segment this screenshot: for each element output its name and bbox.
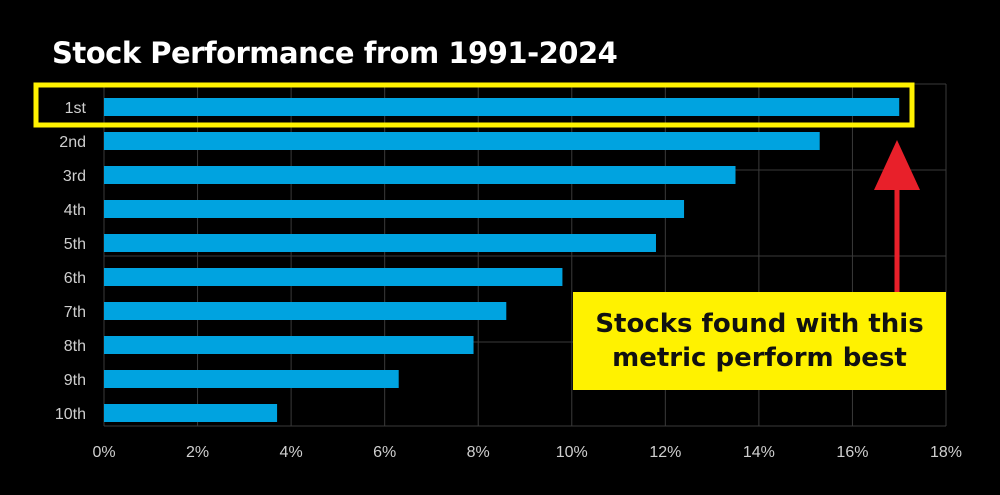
category-label-1st: 1st [65,100,87,117]
annotation-callout: Stocks found with this metric perform be… [573,292,946,390]
x-tick-label-5: 10% [556,444,588,461]
x-tick-label-2: 4% [280,444,303,461]
x-tick-label-3: 6% [373,444,396,461]
bar-4th [104,200,685,218]
x-tick-label-1: 2% [186,444,209,461]
bar-6th [104,268,563,286]
bar-8th [104,336,474,354]
chart-title: Stock Performance from 1991-2024 [52,36,618,70]
bar-2nd [104,132,820,150]
arrow-head [874,140,920,190]
category-label-2nd: 2nd [59,134,86,151]
category-label-4th: 4th [64,202,86,219]
category-label-5th: 5th [64,236,86,253]
bar-1st [104,98,900,116]
bar-9th [104,370,399,388]
x-tick-label-0: 0% [92,444,115,461]
highlight-box [33,82,915,128]
bar-7th [104,302,507,320]
category-label-7th: 7th [64,304,86,321]
bar-3rd [104,166,736,184]
x-tick-label-9: 18% [930,444,962,461]
category-label-8th: 8th [64,338,86,355]
category-label-3rd: 3rd [63,168,86,185]
bar-10th [104,404,278,422]
annotation-text: Stocks found with this metric perform be… [595,309,924,373]
x-tick-label-8: 16% [836,444,868,461]
x-tick-label-4: 8% [467,444,490,461]
x-tick-label-6: 12% [649,444,681,461]
bar-5th [104,234,656,252]
category-label-6th: 6th [64,270,86,287]
x-tick-label-7: 14% [743,444,775,461]
category-label-9th: 9th [64,372,86,389]
category-label-10th: 10th [55,406,86,423]
